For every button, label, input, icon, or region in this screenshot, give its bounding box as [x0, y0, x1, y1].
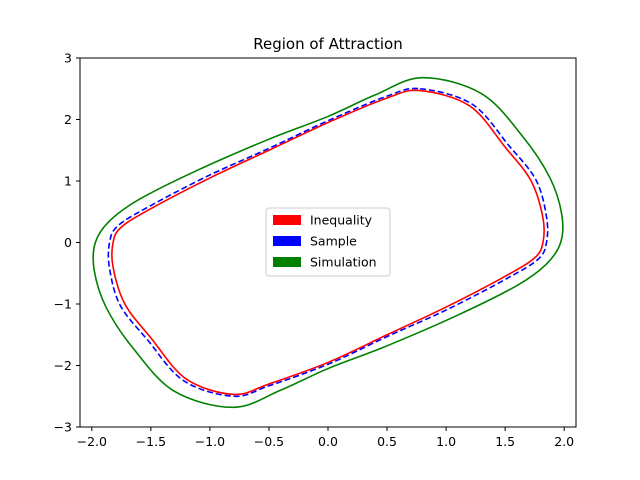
- x-tick-label: 1.0: [436, 434, 456, 449]
- series-inequality-curve: [111, 89, 545, 396]
- y-tick-label: 3: [64, 51, 72, 66]
- y-tick-label: 1: [64, 174, 72, 189]
- legend-swatch-simulation: [273, 257, 301, 267]
- series-simulation-curve: [92, 76, 564, 409]
- legend-swatch-inequality: [273, 215, 301, 225]
- legend: Inequality Sample Simulation: [265, 207, 391, 277]
- plot-curves: [92, 76, 564, 409]
- legend-label-simulation: Simulation: [310, 255, 377, 270]
- x-tick-label: 0.5: [377, 434, 397, 449]
- legend-label-inequality: Inequality: [310, 213, 373, 228]
- chart-title: Region of Attraction: [253, 35, 402, 53]
- x-tick-label: −2.0: [77, 434, 107, 449]
- x-tick-label: −0.5: [254, 434, 284, 449]
- x-tick-label: 2.0: [554, 434, 574, 449]
- y-tick-label: −1: [54, 297, 72, 312]
- y-tick-label: −2: [54, 358, 72, 373]
- y-axis: −3 −2 −1 0 1 2 3: [54, 51, 80, 435]
- legend-label-sample: Sample: [310, 234, 357, 249]
- legend-swatch-sample: [273, 236, 301, 246]
- y-tick-label: −3: [54, 420, 72, 435]
- x-tick-label: 1.5: [495, 434, 515, 449]
- x-axis: −2.0 −1.5 −1.0 −0.5 0.0 0.5 1.0 1.5 2.0: [77, 427, 574, 449]
- x-tick-label: −1.5: [136, 434, 166, 449]
- x-tick-label: −1.0: [195, 434, 225, 449]
- series-sample-curve: [107, 87, 549, 398]
- y-tick-label: 0: [64, 235, 72, 250]
- y-tick-label: 2: [64, 112, 72, 127]
- x-tick-label: 0.0: [318, 434, 338, 449]
